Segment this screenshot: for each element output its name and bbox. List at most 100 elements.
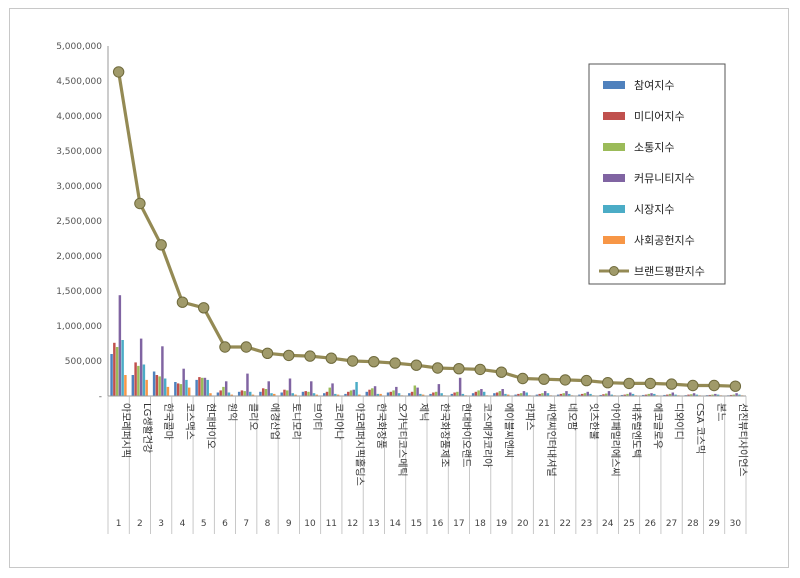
- bar-미디어지수: [261, 388, 265, 396]
- point-브랜드평판지수: [623, 377, 635, 390]
- category-number: 13: [368, 519, 379, 529]
- bar-소통지수: [158, 376, 161, 396]
- bar-소통지수: [392, 390, 395, 396]
- bar-커뮤니티지수: [650, 393, 653, 396]
- legend-swatch: [603, 236, 625, 244]
- category-label: 선진뷰티사이언스: [736, 403, 748, 477]
- bar-시장지수: [610, 394, 613, 396]
- bar-참여지수: [174, 382, 177, 396]
- category-number: 25: [623, 519, 634, 529]
- category-label: 본느: [715, 403, 727, 421]
- bar-참여지수: [620, 394, 624, 396]
- bar-소통지수: [179, 384, 183, 396]
- y-tick-label: 3,500,000: [56, 147, 102, 157]
- point-브랜드평판지수: [283, 349, 295, 362]
- bar-참여지수: [323, 393, 326, 396]
- bar-시장지수: [334, 393, 337, 396]
- bar-커뮤니티지수: [267, 381, 270, 396]
- brand-index-line: [112, 66, 742, 392]
- category-number: 12: [347, 519, 358, 529]
- bar-미디어지수: [453, 392, 456, 396]
- bar-소통지수: [349, 390, 353, 396]
- bar-커뮤니티지수: [437, 384, 441, 396]
- point-브랜드평판지수: [346, 355, 359, 367]
- category-number: 18: [474, 519, 486, 529]
- bar-시장지수: [546, 393, 550, 396]
- bar-미디어지수: [517, 393, 520, 396]
- bar-커뮤니티지수: [671, 392, 675, 396]
- bar-커뮤니티지수: [501, 389, 504, 396]
- bar-소통지수: [562, 393, 565, 396]
- category-number: 21: [538, 519, 549, 529]
- category-label: 클리오: [247, 403, 259, 431]
- legend-label: 사회공헌지수: [634, 234, 695, 247]
- category-label: 에코글로우: [651, 403, 663, 449]
- bar-참여지수: [642, 394, 645, 396]
- category-number: 5: [201, 519, 207, 529]
- bar-커뮤니티지수: [246, 373, 249, 396]
- category-number: 3: [158, 519, 164, 529]
- category-label: 아모레퍼시픽: [120, 403, 132, 458]
- bar-사회공헌지수: [145, 379, 148, 396]
- point-브랜드평판지수: [602, 377, 614, 389]
- legend-swatch: [603, 81, 625, 89]
- category-number: 6: [222, 519, 228, 529]
- bar-커뮤니티지수: [522, 391, 526, 396]
- category-label: 씨엔씨인터내셔널: [545, 403, 557, 477]
- bar-미디어지수: [304, 391, 307, 396]
- bar-사회공헌지수: [187, 387, 191, 396]
- bar-미디어지수: [134, 362, 137, 396]
- bar-시장지수: [163, 378, 167, 396]
- category-number: 7: [243, 519, 249, 529]
- bar-커뮤니티지수: [416, 387, 419, 396]
- bar-소통지수: [137, 365, 140, 396]
- point-브랜드평판지수: [517, 372, 529, 385]
- bar-사회공헌지수: [358, 394, 361, 396]
- bar-소통지수: [286, 390, 289, 396]
- x-axis: 아모레퍼시픽 1 LG생활건강 2 한국콜마 3 코스맥스 4 현대바이오 5 원익 6 클리오 7 애경산…: [107, 395, 748, 534]
- bar-미디어지수: [687, 394, 690, 396]
- category-label: 코스맥스: [183, 403, 195, 440]
- point-브랜드평판지수: [687, 379, 699, 392]
- bar-미디어지수: [176, 383, 180, 396]
- bar-미디어지수: [389, 391, 393, 396]
- bar-소통지수: [647, 393, 650, 396]
- category-label: LG생활건강: [141, 403, 154, 453]
- bar-참여지수: [450, 393, 454, 396]
- bar-사회공헌지수: [124, 375, 127, 396]
- bar-커뮤니티지수: [458, 377, 462, 396]
- category-label: 브이티: [311, 403, 323, 431]
- bar-사회공헌지수: [209, 393, 212, 396]
- bar-시장지수: [121, 340, 124, 396]
- category-number: 23: [581, 519, 592, 529]
- category-number: 20: [517, 519, 529, 529]
- bar-참여지수: [408, 393, 411, 396]
- bar-참여지수: [471, 393, 475, 396]
- legend-swatch-marker: [609, 266, 619, 276]
- bar-참여지수: [599, 394, 602, 396]
- bar-참여지수: [429, 393, 432, 396]
- legend-label: 브랜드평판지수: [634, 265, 705, 278]
- bar-커뮤니티지수: [395, 386, 398, 396]
- point-브랜드평판지수: [368, 356, 380, 368]
- category-number: 15: [411, 519, 422, 529]
- category-number: 11: [326, 519, 337, 529]
- bar-참여지수: [663, 394, 666, 396]
- bar-시장지수: [185, 379, 188, 396]
- bar-참여지수: [259, 391, 262, 396]
- bar-시장지수: [440, 393, 443, 396]
- y-tick-label: 4,000,000: [56, 112, 102, 122]
- bar-커뮤니티지수: [714, 393, 717, 396]
- bar-소통지수: [711, 394, 714, 396]
- point-브랜드평판지수: [198, 302, 210, 314]
- category-label: 아이패밀리에스씨: [609, 403, 621, 477]
- point-브랜드평판지수: [219, 341, 231, 353]
- point-브랜드평판지수: [176, 296, 189, 308]
- bar-참여지수: [152, 371, 156, 396]
- bar-사회공헌지수: [294, 394, 297, 396]
- bar-커뮤니티지수: [586, 391, 589, 396]
- bar-커뮤니티지수: [203, 377, 207, 396]
- bar-시장지수: [227, 392, 231, 396]
- bar-참여지수: [493, 393, 496, 396]
- bar-미디어지수: [644, 394, 648, 396]
